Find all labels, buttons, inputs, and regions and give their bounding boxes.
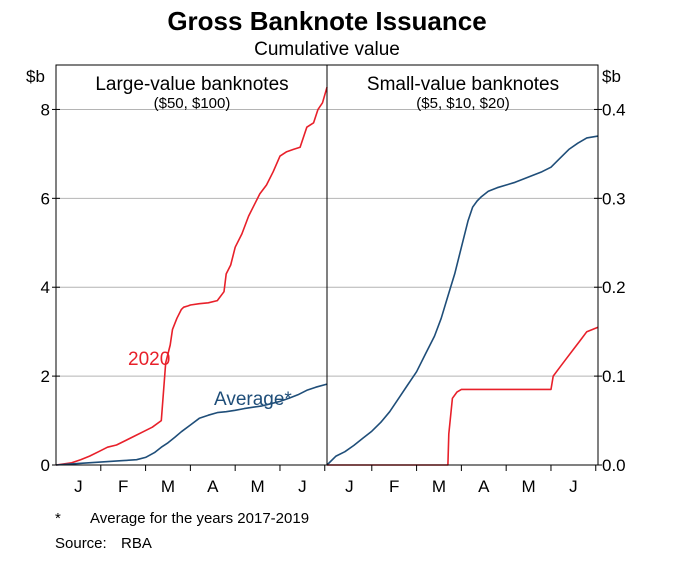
x-tick-label: J [298, 477, 307, 496]
y-tick-label: 0.1 [602, 367, 626, 386]
y-tick-label: 6 [41, 189, 50, 208]
x-tick-label: M [250, 477, 264, 496]
footnote-text: Average for the years 2017-2019 [90, 510, 309, 527]
panel-right-subtitle: ($5, $10, $20) [416, 95, 509, 112]
x-tick-label: A [207, 477, 219, 496]
y-tick-label: 0 [41, 456, 50, 475]
annotation-2020: 2020 [128, 349, 170, 370]
source-label: Source: [55, 535, 107, 552]
y-tick-label: 0.4 [602, 100, 626, 119]
panel-left-subtitle: ($50, $100) [154, 95, 231, 112]
panel-right-title: Small-value banknotes [367, 74, 559, 95]
x-tick-label: A [478, 477, 490, 496]
panel-right-header: Small-value banknotes ($5, $10, $20) [367, 74, 559, 112]
y-tick-label: 8 [41, 100, 50, 119]
x-tick-label: F [389, 477, 399, 496]
x-tick-label: M [432, 477, 446, 496]
x-tick-label: M [161, 477, 175, 496]
right-axis-unit: $b [602, 67, 621, 86]
x-tick-label: J [74, 477, 83, 496]
frame-layer [55, 64, 599, 466]
x-tick-label: J [569, 477, 578, 496]
tick-layer: 0 2 4 6 8 J F M A M J 0.0 0.1 0.2 0.3 0.4 J F M A M J [41, 100, 626, 496]
y-tick-label: 4 [41, 278, 50, 297]
footnote-marker: * [55, 510, 61, 527]
y-tick-label: 0.2 [602, 278, 626, 297]
x-tick-label: F [118, 477, 128, 496]
panel-left-title: Large-value banknotes [95, 74, 288, 95]
series-line-average [326, 135, 599, 466]
panel-left-header: Large-value banknotes ($50, $100) [95, 74, 288, 112]
series-line-2020 [55, 86, 328, 466]
y-tick-label: 2 [41, 367, 50, 386]
grid-layer [56, 108, 598, 377]
series-line-2020 [327, 326, 599, 466]
chart-subtitle: Cumulative value [254, 39, 400, 60]
chart-title: Gross Banknote Issuance [167, 6, 486, 36]
y-tick-label: 0.0 [602, 456, 626, 475]
x-tick-label: M [521, 477, 535, 496]
series-line-average [55, 383, 328, 466]
left-axis-unit: $b [26, 67, 45, 86]
series-layer [55, 86, 599, 466]
annotation-average: Average* [214, 389, 292, 410]
y-tick-label: 0.3 [602, 189, 626, 208]
source-value: RBA [121, 535, 152, 552]
x-tick-label: J [345, 477, 354, 496]
